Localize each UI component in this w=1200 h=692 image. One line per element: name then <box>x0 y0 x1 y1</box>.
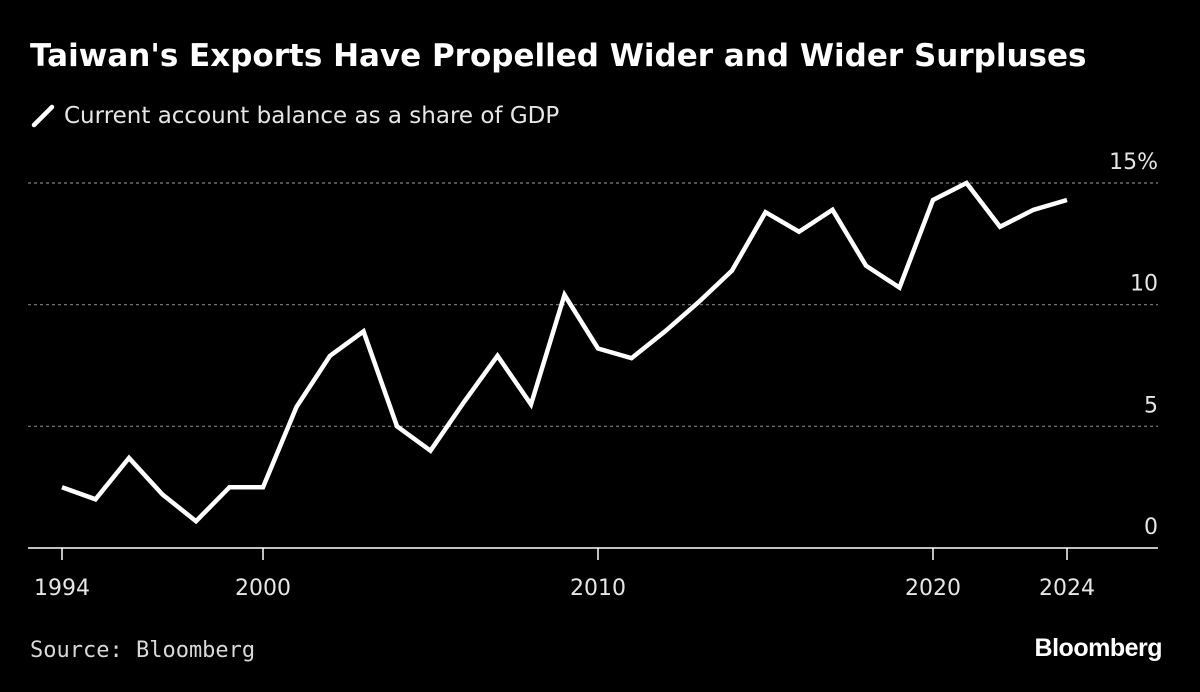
data-point-2023 <box>1032 208 1036 212</box>
data-point-2009 <box>563 293 567 297</box>
chart-title: Taiwan's Exports Have Propelled Wider an… <box>30 38 1087 74</box>
data-point-2012 <box>663 329 667 333</box>
brand-logo: Bloomberg <box>1034 634 1163 662</box>
data-point-2011 <box>630 356 634 360</box>
x-tick-label: 1994 <box>34 576 90 601</box>
data-point-1994 <box>60 485 64 489</box>
data-point-2017 <box>831 208 835 212</box>
legend: Current account balance as a share of GD… <box>30 103 559 129</box>
data-point-2006 <box>462 400 466 404</box>
series-layer <box>60 180 1069 525</box>
data-point-1999 <box>228 485 232 489</box>
y-tick-label: 5 <box>1144 393 1158 418</box>
grid-layer <box>28 182 1158 427</box>
y-tick-label: 0 <box>1144 515 1158 540</box>
x-tick-label: 2000 <box>235 576 291 601</box>
data-point-2015 <box>764 210 768 214</box>
data-point-2020 <box>931 198 935 202</box>
data-point-2014 <box>730 269 734 273</box>
legend-line-icon <box>31 104 55 128</box>
data-point-2010 <box>596 347 600 351</box>
data-point-1995 <box>94 497 98 501</box>
legend-label: Current account balance as a share of GD… <box>64 103 560 129</box>
data-point-2004 <box>395 424 399 428</box>
data-point-2016 <box>797 230 801 234</box>
label-layer: 0 5 10 15% 1994 2000 2010 2020 2024 <box>34 150 1158 601</box>
data-point-2002 <box>328 354 332 358</box>
data-point-2013 <box>697 300 701 304</box>
data-point-2001 <box>295 405 299 409</box>
data-point-2019 <box>898 286 902 290</box>
axis-layer <box>28 547 1158 560</box>
x-tick-label: 2010 <box>570 576 626 601</box>
y-tick-label: 10 <box>1130 272 1158 297</box>
data-point-2008 <box>529 402 533 406</box>
data-point-2005 <box>429 449 433 453</box>
data-point-2018 <box>864 264 868 268</box>
x-tick-label: 2020 <box>905 576 961 601</box>
data-point-1996 <box>127 456 131 460</box>
data-point-2007 <box>496 354 500 358</box>
data-point-2003 <box>362 329 366 333</box>
source-note: Source: Bloomberg <box>30 638 256 663</box>
data-point-2024 <box>1065 198 1069 202</box>
data-point-2000 <box>261 485 265 489</box>
data-point-1998 <box>194 519 198 523</box>
x-tick-label: 2024 <box>1039 576 1095 601</box>
y-tick-label: 15% <box>1109 150 1158 175</box>
data-point-1997 <box>161 493 165 497</box>
data-point-2021 <box>965 181 969 185</box>
data-point-2022 <box>998 225 1002 229</box>
series-line-0 <box>61 180 1068 525</box>
